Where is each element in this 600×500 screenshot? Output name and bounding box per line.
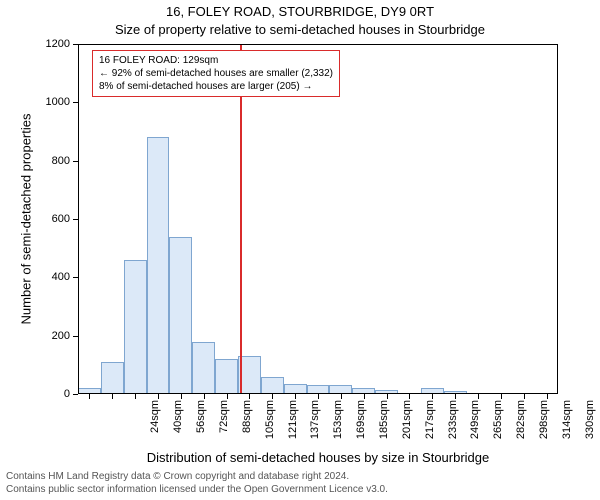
x-tick	[478, 394, 479, 399]
x-tick-label: 185sqm	[378, 394, 390, 450]
y-tick-label: 1200	[46, 38, 78, 50]
x-tick	[227, 394, 228, 399]
plot-inner: 16 FOLEY ROAD: 129sqm← 92% of semi-detac…	[78, 44, 558, 394]
histogram-bar	[284, 384, 307, 394]
plot-area: 16 FOLEY ROAD: 129sqm← 92% of semi-detac…	[78, 44, 558, 394]
x-tick	[432, 394, 433, 399]
x-tick-label: 40sqm	[172, 394, 184, 450]
x-tick	[501, 394, 502, 399]
x-tick-label: 249sqm	[469, 394, 481, 450]
x-tick	[295, 394, 296, 399]
annotation-line: ← 92% of semi-detached houses are smalle…	[99, 67, 333, 80]
x-tick	[341, 394, 342, 399]
x-tick	[364, 394, 365, 399]
x-tick-label: 217sqm	[424, 394, 436, 450]
footer-line-2: Contains public sector information licen…	[6, 484, 388, 497]
x-tick	[547, 394, 548, 399]
y-tick-label: 400	[52, 271, 78, 283]
y-tick-label: 0	[64, 388, 78, 400]
x-tick	[158, 394, 159, 399]
x-tick-label: 265sqm	[492, 394, 504, 450]
title-main: 16, FOLEY ROAD, STOURBRIDGE, DY9 0RT	[0, 4, 600, 19]
annotation-box: 16 FOLEY ROAD: 129sqm← 92% of semi-detac…	[92, 50, 340, 97]
y-tick-label: 1000	[46, 96, 78, 108]
histogram-bar	[101, 362, 124, 394]
x-tick-label: 105sqm	[264, 394, 276, 450]
histogram-bar	[192, 342, 215, 395]
x-tick	[455, 394, 456, 399]
x-tick-label: 282sqm	[515, 394, 527, 450]
x-tick	[318, 394, 319, 399]
x-tick	[272, 394, 273, 399]
x-tick-label: 24sqm	[149, 394, 161, 450]
x-tick-label: 298sqm	[538, 394, 550, 450]
annotation-line: 16 FOLEY ROAD: 129sqm	[99, 54, 333, 67]
histogram-bar	[169, 237, 192, 395]
y-axis-label: Number of semi-detached properties	[19, 114, 34, 325]
x-tick-label: 314sqm	[561, 394, 573, 450]
x-tick-label: 88sqm	[241, 394, 253, 450]
x-tick-label: 330sqm	[584, 394, 596, 450]
x-tick-label: 153sqm	[332, 394, 344, 450]
histogram-bar	[329, 385, 352, 394]
x-tick	[135, 394, 136, 399]
x-tick	[524, 394, 525, 399]
histogram-bar	[261, 377, 284, 395]
x-tick	[387, 394, 388, 399]
footer-line-1: Contains HM Land Registry data © Crown c…	[6, 471, 388, 484]
title-sub: Size of property relative to semi-detach…	[0, 22, 600, 37]
x-tick-label: 121sqm	[287, 394, 299, 450]
x-tick-label: 137sqm	[309, 394, 321, 450]
x-tick-label: 169sqm	[355, 394, 367, 450]
x-tick	[204, 394, 205, 399]
y-tick-label: 600	[52, 213, 78, 225]
histogram-bar	[124, 260, 147, 394]
x-tick	[181, 394, 182, 399]
histogram-bar	[215, 359, 238, 394]
y-tick-label: 800	[52, 155, 78, 167]
x-tick	[409, 394, 410, 399]
x-tick	[249, 394, 250, 399]
chart-container: 16, FOLEY ROAD, STOURBRIDGE, DY9 0RT Siz…	[0, 0, 600, 500]
x-tick-label: 233sqm	[447, 394, 459, 450]
histogram-bar	[307, 385, 330, 394]
x-tick	[89, 394, 90, 399]
x-tick-label: 72sqm	[218, 394, 230, 450]
annotation-line: 8% of semi-detached houses are larger (2…	[99, 80, 333, 93]
x-tick-label: 201sqm	[401, 394, 413, 450]
x-tick-label: 56sqm	[195, 394, 207, 450]
y-tick-label: 200	[52, 330, 78, 342]
histogram-bar	[147, 137, 170, 394]
footer-attribution: Contains HM Land Registry data © Crown c…	[6, 471, 388, 496]
x-axis-label: Distribution of semi-detached houses by …	[78, 450, 558, 465]
x-tick	[112, 394, 113, 399]
